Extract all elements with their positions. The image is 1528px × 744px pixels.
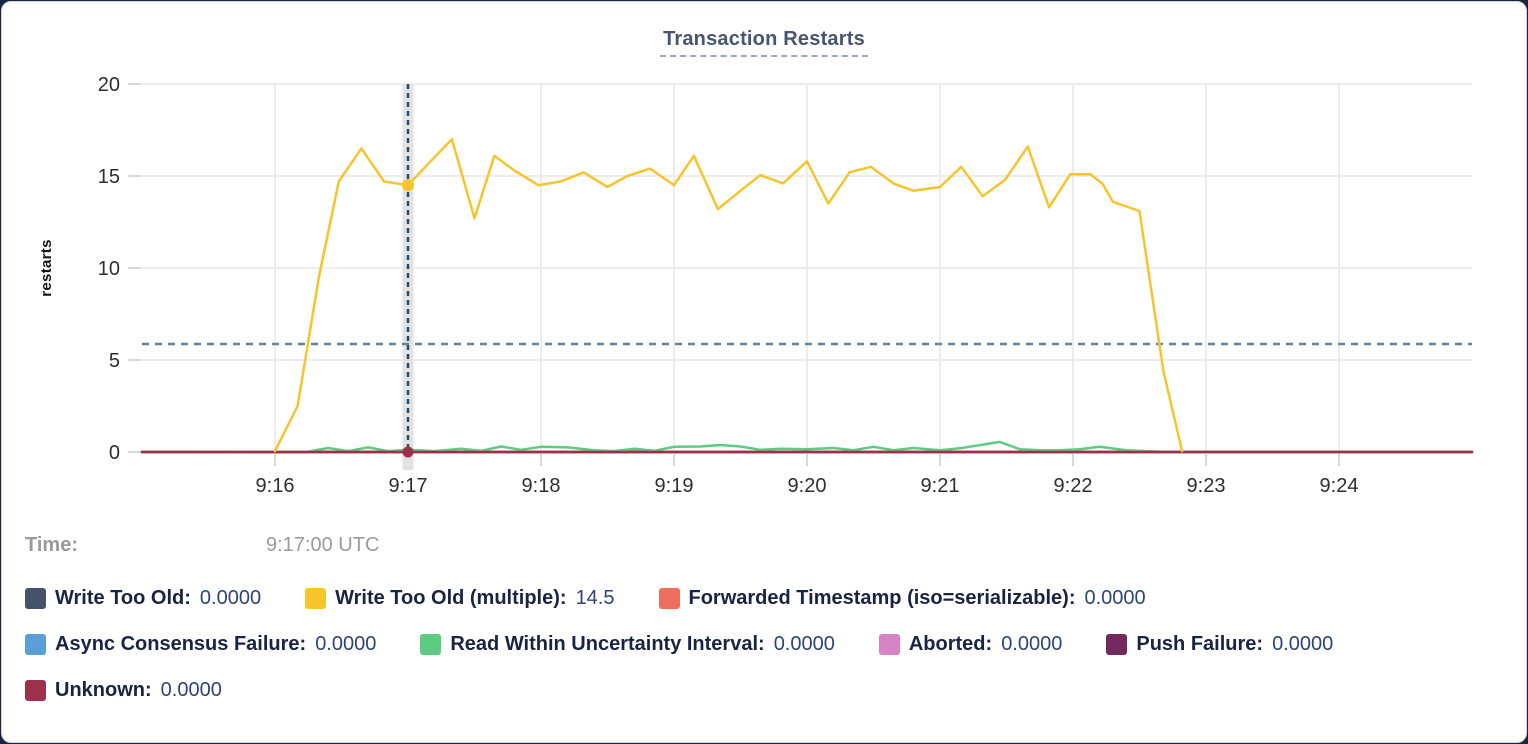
chart-title-text: Transaction Restarts [660,28,868,57]
legend-value: 0.0000 [315,633,377,655]
hover-dot [402,179,414,192]
x-tick-label: 9:16 [256,475,295,497]
legend-item-read-within-uncertainty-interval: Read Within Uncertainty Interval: 0.0000 [420,633,835,656]
legend-label: Write Too Old: [55,587,191,609]
legend-value: 0.0000 [199,587,262,609]
x-tick-label: 9:23 [1187,475,1226,497]
legend-value: 14.5 [575,587,615,609]
legend-value: 0.0000 [1084,587,1146,609]
x-tick-label: 9:24 [1320,475,1359,497]
y-tick-label: 20 [98,74,120,96]
legend-swatch-icon [25,588,46,609]
y-tick-label: 10 [98,258,120,280]
legend-item-write-too-old-multiple: Write Too Old (multiple): 14.5 [305,587,615,610]
x-tick-label: 9:17 [389,475,428,497]
legend-value: 0.0000 [773,633,835,655]
legend-label: Unknown: [55,679,152,701]
legend-label: Read Within Uncertainty Interval: [450,633,765,655]
x-tick-label: 9:21 [921,475,960,497]
x-tick-label: 9:20 [788,475,827,497]
legend-row-1: Write Too Old: 0.0000 Write Too Old (multi… [25,587,1515,610]
y-tick-label: 0 [109,442,120,464]
chart-title: Transaction Restarts [2,28,1526,57]
legend-value: 0.0000 [1272,633,1334,655]
legend-swatch-icon [25,680,46,701]
legend-item-unknown: Unknown: 0.0000 [25,679,222,702]
legend-item-forwarded-timestamp-iso-serializable: Forwarded Timestamp (iso=serializable): 0… [658,587,1146,610]
legend-item-async-consensus-failure: Async Consensus Failure: 0.0000 [25,633,376,656]
x-tick-label: 9:18 [522,475,561,497]
legend-swatch-icon [1106,634,1128,655]
hover-time-row: Time: 9:17:00 UTC [25,534,1505,560]
legend-label: Aborted: [908,633,993,655]
legend-swatch-icon [305,588,327,609]
plot-area[interactable] [142,84,1472,452]
series-write-too-old-multiple [273,137,1184,453]
transaction-restarts-chart[interactable]: 0 5 10 15 20 9:16 9:17 9:18 9:19 9:20 9:21 9:22 9:23… [2,2,1527,522]
x-tick-label: 9:22 [1054,475,1093,497]
y-axis-label: restarts [38,239,55,297]
legend-label: Push Failure: [1136,633,1264,655]
legend-swatch-icon [420,634,442,655]
legend-swatch-icon [658,588,680,609]
legend-item-aborted: Aborted: 0.0000 [878,633,1063,656]
y-tick-label: 5 [109,350,120,372]
legend-label: Forwarded Timestamp (iso=serializable): [688,587,1076,609]
legend-item-push-failure: Push Failure: 0.0000 [1106,633,1333,656]
legend-row-2: Async Consensus Failure: 0.0000 Read Withi… [25,633,1515,656]
time-value: 9:17:00 UTC [266,534,380,556]
legend-value: 0.0000 [160,679,222,701]
legend-item-write-too-old: Write Too Old: 0.0000 [25,587,261,610]
legend-value: 0.0000 [1001,633,1063,655]
x-tick-label: 9:19 [655,475,694,497]
y-tick-label: 15 [98,166,120,188]
legend-row-3: Unknown: 0.0000 [25,679,1515,702]
legend-swatch-icon [25,634,46,655]
time-label: Time: [25,534,78,556]
hover-dot [402,446,414,458]
legend-label: Async Consensus Failure: [55,633,307,655]
legend-swatch-icon [878,634,900,655]
legend-label: Write Too Old (multiple): [335,587,567,609]
chart-legend: Write Too Old: 0.0000 Write Too Old (multi… [25,587,1515,725]
